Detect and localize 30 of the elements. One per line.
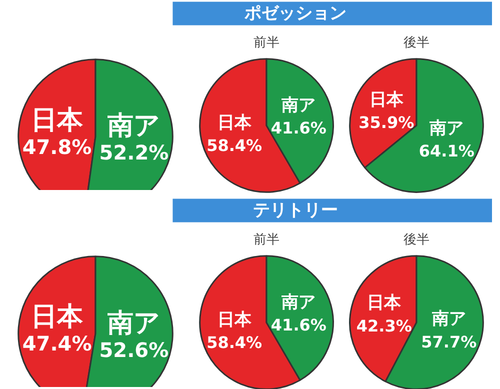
- data-label: 41.6%: [270, 316, 326, 335]
- data-label: 52.6%: [99, 338, 169, 362]
- slice-label: 日本: [369, 90, 404, 110]
- text: テリトリー: [253, 200, 338, 220]
- chart-title: 後半: [404, 36, 430, 50]
- slice-label: 南ア: [428, 118, 464, 138]
- text: ポゼッション: [244, 4, 347, 24]
- slice-label: 日本: [217, 112, 252, 133]
- data-label: 47.8%: [22, 134, 92, 159]
- slice-label: 日本: [367, 293, 402, 314]
- slice-label: 南ア: [106, 111, 160, 142]
- data-label: 42.3%: [356, 316, 412, 336]
- data-label: 64.1%: [418, 142, 474, 161]
- slice-label: 日本: [31, 302, 84, 332]
- slice-label: 南ア: [280, 292, 316, 312]
- data-label: 58.4%: [206, 333, 262, 352]
- slice-label: 南ア: [430, 309, 466, 330]
- chart-title: 前半: [254, 232, 280, 248]
- slice-label: 南ア: [280, 95, 316, 116]
- data-label: 35.9%: [358, 113, 414, 132]
- data-label: 47.4%: [22, 331, 92, 356]
- chart-title: 前半: [254, 36, 280, 50]
- chart-title: 後半: [404, 232, 430, 248]
- slice-label: 日本: [31, 106, 84, 136]
- data-label: 58.4%: [206, 136, 262, 156]
- data-label: 52.2%: [99, 140, 169, 164]
- slice-label: 日本: [217, 310, 252, 330]
- data-label: 57.7%: [421, 332, 477, 352]
- data-label: 41.6%: [270, 118, 326, 138]
- slice-label: 南ア: [106, 308, 160, 339]
